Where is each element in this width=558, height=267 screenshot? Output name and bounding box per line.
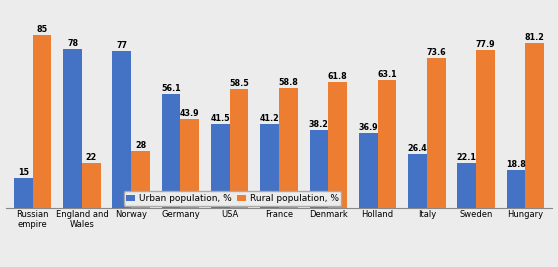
Text: 73.6: 73.6	[426, 48, 446, 57]
Text: 43.9: 43.9	[180, 109, 200, 118]
Bar	[279, 88, 298, 208]
Text: 38.2: 38.2	[309, 120, 329, 129]
Text: 58.5: 58.5	[229, 79, 249, 88]
Bar	[525, 43, 544, 208]
Text: 22: 22	[86, 154, 97, 162]
Bar	[180, 119, 199, 208]
Text: 15: 15	[18, 168, 29, 177]
Bar	[260, 124, 279, 208]
Bar	[230, 89, 248, 208]
Text: 85: 85	[36, 25, 47, 34]
Legend: Urban population, %, Rural population, %: Urban population, %, Rural population, %	[123, 191, 341, 206]
Text: 81.2: 81.2	[525, 33, 545, 42]
Bar	[82, 163, 100, 208]
Text: 58.8: 58.8	[278, 78, 299, 88]
Bar	[427, 58, 445, 208]
Text: 77: 77	[117, 41, 127, 50]
Bar	[310, 131, 328, 208]
Bar	[14, 178, 33, 208]
Bar	[33, 35, 51, 208]
Text: 77.9: 77.9	[475, 40, 496, 49]
Text: 22.1: 22.1	[457, 153, 477, 162]
Text: 18.8: 18.8	[506, 160, 526, 169]
Text: 63.1: 63.1	[377, 70, 397, 79]
Text: 78: 78	[67, 39, 78, 48]
Text: 56.1: 56.1	[161, 84, 181, 93]
Bar	[131, 151, 150, 208]
Text: 28: 28	[135, 141, 146, 150]
Text: 41.5: 41.5	[210, 114, 230, 123]
Bar	[378, 80, 396, 208]
Text: 36.9: 36.9	[358, 123, 378, 132]
Bar	[476, 50, 495, 208]
Bar	[162, 94, 180, 208]
Text: 26.4: 26.4	[407, 144, 427, 154]
Bar	[211, 124, 230, 208]
Bar	[408, 155, 427, 208]
Text: 61.8: 61.8	[328, 72, 348, 81]
Bar	[328, 83, 347, 208]
Bar	[359, 133, 378, 208]
Bar	[507, 170, 525, 208]
Bar	[63, 49, 82, 208]
Bar	[458, 163, 476, 208]
Bar	[113, 52, 131, 208]
Text: 41.2: 41.2	[260, 114, 280, 123]
